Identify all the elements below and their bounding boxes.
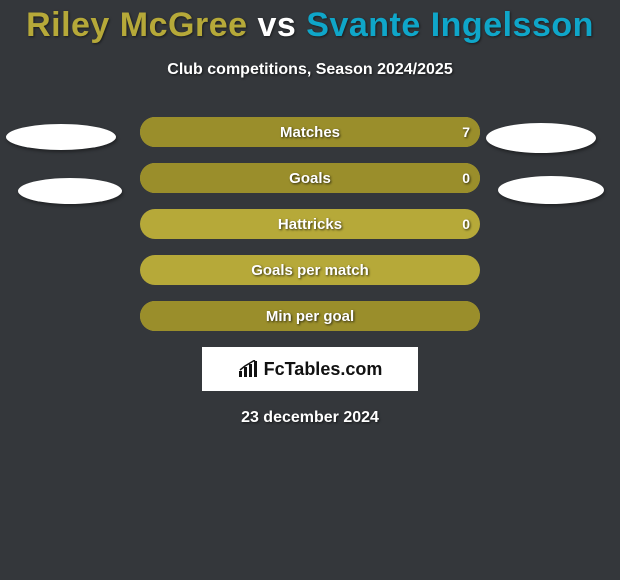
stat-row: Hattricks 0 [140, 209, 480, 239]
stat-value-right: 0 [462, 216, 470, 232]
stat-value-right: 7 [462, 124, 470, 140]
stat-label: Goals per match [251, 262, 369, 279]
subtitle: Club competitions, Season 2024/2025 [0, 61, 620, 79]
stat-row: Goals per match [140, 255, 480, 285]
stat-label: Matches [280, 124, 340, 141]
logo-text: FcTables.com [264, 359, 383, 380]
logo-box: FcTables.com [202, 347, 418, 391]
fctables-logo: FcTables.com [238, 359, 383, 380]
player-oval [6, 124, 116, 150]
player-oval [498, 176, 604, 204]
stat-label: Hattricks [278, 216, 342, 233]
vs-text: vs [257, 6, 296, 44]
chart-icon [238, 360, 260, 378]
stat-row: Goals 0 [140, 163, 480, 193]
stat-label: Goals [289, 170, 331, 187]
player1-name: Riley McGree [26, 6, 247, 44]
stat-value-right: 0 [462, 170, 470, 186]
stat-label: Min per goal [266, 308, 354, 325]
date-text: 23 december 2024 [0, 409, 620, 427]
player-oval [18, 178, 122, 204]
stat-row: Matches 7 [140, 117, 480, 147]
player-oval [486, 123, 596, 153]
stats-container: Matches 7 Goals 0 Hattricks 0 Goals per match M… [140, 117, 480, 331]
player2-name: Svante Ingelsson [306, 6, 594, 44]
stat-row: Min per goal [140, 301, 480, 331]
comparison-title: Riley McGree vs Svante Ingelsson [0, 0, 620, 45]
